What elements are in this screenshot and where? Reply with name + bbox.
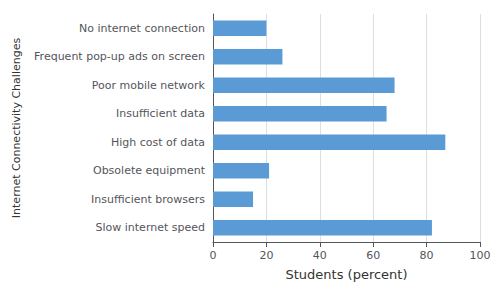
svg-text:Students (percent): Students (percent) [285,267,407,282]
svg-text:Insufficient browsers: Insufficient browsers [91,193,205,206]
svg-text:40: 40 [313,249,327,262]
svg-text:20: 20 [259,249,273,262]
svg-text:Insufficient data: Insufficient data [116,107,205,120]
svg-text:80: 80 [420,249,434,262]
svg-text:0: 0 [210,249,217,262]
svg-text:Poor mobile network: Poor mobile network [92,79,206,92]
svg-text:60: 60 [366,249,380,262]
svg-text:Slow internet speed: Slow internet speed [96,221,205,234]
svg-text:High cost of data: High cost of data [111,136,205,149]
svg-text:Internet Connectivity Challeng: Internet Connectivity Challenges [10,38,23,219]
svg-text:100: 100 [470,249,491,262]
svg-text:No internet connection: No internet connection [79,22,205,35]
svg-text:Obsolete equipment: Obsolete equipment [93,164,206,177]
svg-text:Frequent pop-up ads on screen: Frequent pop-up ads on screen [34,50,205,63]
